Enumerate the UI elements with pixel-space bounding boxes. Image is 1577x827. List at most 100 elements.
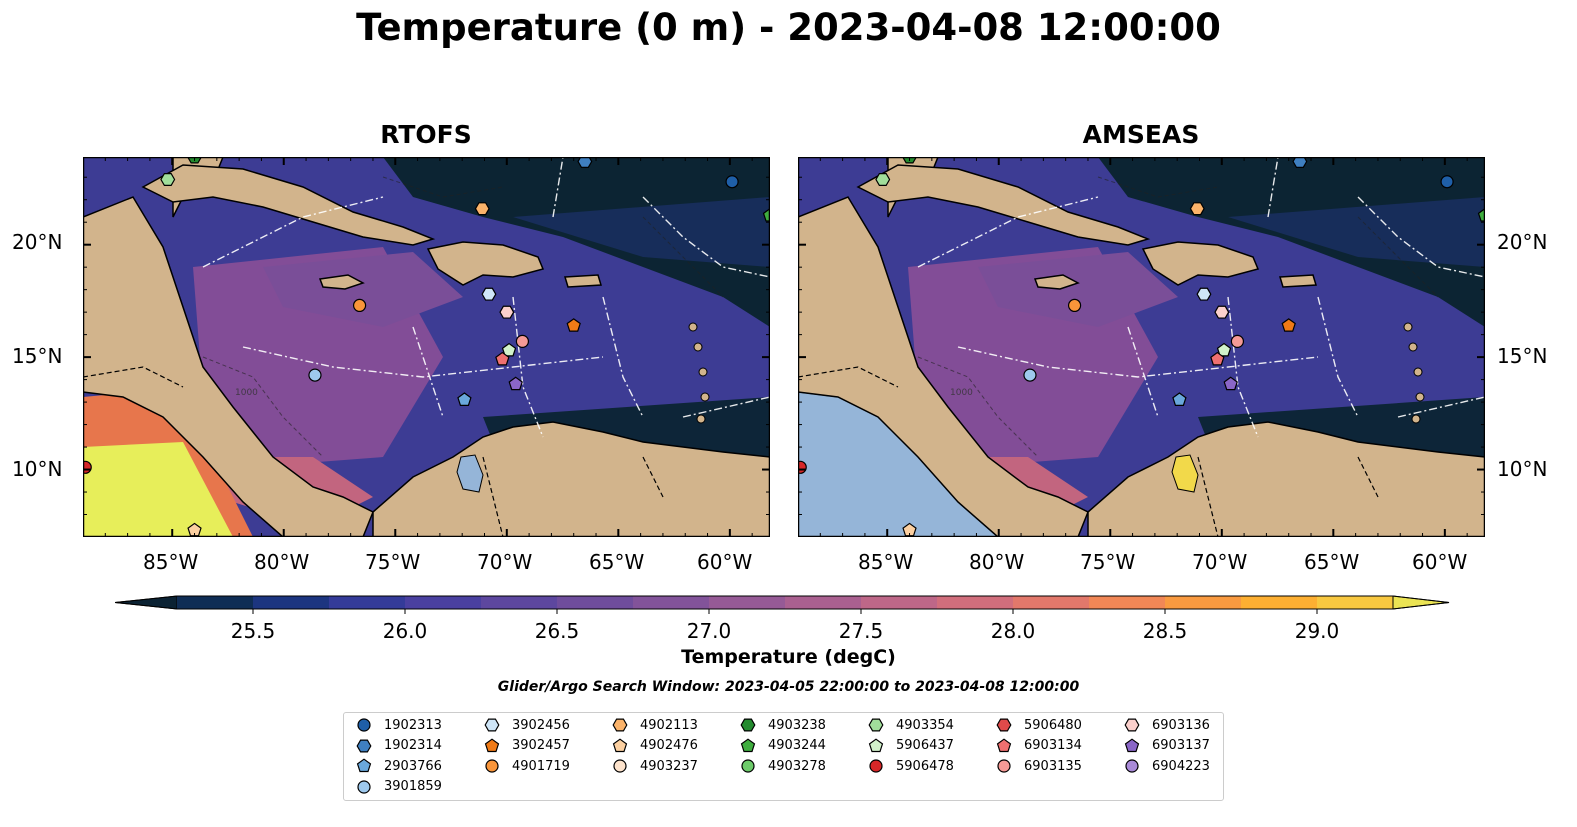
land-lesser-antilles: [688, 322, 710, 424]
legend-marker-icon: [356, 739, 372, 752]
colorbar-segment: [177, 596, 254, 609]
eez-boundaries: [202, 157, 770, 438]
platform-4901719[interactable]: [352, 298, 367, 313]
colorbar-segment: [405, 596, 482, 609]
land-cuba: [141, 164, 436, 246]
legend-item-3901859: 3901859: [356, 778, 442, 796]
legend-marker-4903354: [868, 718, 884, 732]
platform-1902313[interactable]: [1440, 175, 1454, 189]
land-hispaniola: [426, 241, 545, 286]
country-borders: [83, 366, 664, 537]
lake-maracaibo: [1171, 454, 1199, 493]
bathymetry-contours: [917, 176, 1439, 458]
sst-field-mid: [978, 252, 1178, 327]
colorbar-tick-label: 25.5: [231, 619, 276, 643]
platform-5906437[interactable]: [1216, 342, 1232, 357]
sst-field-mid: [263, 252, 463, 327]
platform-3902457[interactable]: [566, 318, 581, 332]
land-lesser-antilles: [1403, 322, 1425, 424]
colorbar-label: Temperature (degC): [681, 646, 896, 668]
lon-label-85w: 85°W: [858, 550, 914, 574]
platform-1902314[interactable]: [577, 157, 593, 168]
legend-marker-5906480: [996, 718, 1012, 732]
legend-marker-4903278: [741, 759, 755, 773]
map-panel-amseas[interactable]: 1000: [798, 157, 1485, 537]
legend-marker-icon: [356, 758, 372, 773]
platform-6903137[interactable]: [1223, 376, 1238, 391]
platform-6903136[interactable]: [1214, 305, 1230, 319]
platform-6903135[interactable]: [515, 334, 530, 348]
legend-marker-2903766: [356, 758, 372, 773]
contour-label: 1000: [950, 388, 973, 398]
colorbar-segment: [1241, 596, 1318, 609]
colorbar-segment: [1317, 596, 1394, 609]
platform-4902113[interactable]: [474, 202, 490, 216]
platform-1902313[interactable]: [725, 175, 739, 189]
lon-label-65w: 65°W: [1304, 550, 1360, 574]
map-frame: [83, 157, 770, 537]
legend-item-5906478: 5906478: [868, 757, 954, 775]
colorbar-segment: [557, 596, 634, 609]
land-jamaica: [318, 274, 365, 290]
legend-marker-icon: [869, 759, 883, 773]
platform-4902113[interactable]: [1189, 202, 1205, 216]
legend-item-5906437: 5906437: [868, 737, 954, 755]
platform-4903244[interactable]: [1477, 207, 1485, 222]
platform-3902456[interactable]: [1196, 287, 1212, 301]
platform-4901719[interactable]: [1067, 298, 1082, 313]
platform-3901859[interactable]: [308, 368, 322, 382]
land-hispaniola: [1141, 241, 1260, 286]
platform-3902457[interactable]: [1281, 318, 1296, 332]
platform-6903134[interactable]: [495, 351, 510, 366]
platform-4903354[interactable]: [160, 173, 176, 186]
legend-marker-icon: [740, 718, 756, 732]
legend-label: 6903137: [1152, 738, 1210, 753]
legend-marker-icon: [741, 759, 755, 773]
legend-label: 1902314: [384, 738, 442, 753]
legend-label: 4903238: [768, 717, 826, 733]
legend-item-4902113: 4902113: [612, 716, 698, 734]
platform-6903137[interactable]: [508, 376, 523, 391]
lon-label-80w: 80°W: [254, 550, 310, 574]
legend-item-6903137: 6903137: [1124, 737, 1210, 755]
legend-item-4903238: 4903238: [740, 716, 826, 734]
figure-title: Temperature (0 m) - 2023-04-08 12:00:00: [356, 6, 1221, 49]
lat-label-left-10n: 10°N: [12, 457, 63, 481]
platform-2903766[interactable]: [1172, 392, 1187, 406]
platform-1902314[interactable]: [1292, 157, 1308, 168]
platform-5906437[interactable]: [501, 342, 517, 357]
sst-field-cool: [513, 197, 770, 267]
platform-3901859[interactable]: [1023, 368, 1037, 382]
legend-label: 4903237: [640, 758, 698, 774]
colorbar-segment: [253, 596, 330, 609]
platform-4903354[interactable]: [875, 173, 891, 186]
legend-item-6904223: 6904223: [1124, 757, 1210, 775]
map-panel-rtofs[interactable]: 1000: [83, 157, 770, 537]
colorbar-segment: [937, 596, 1014, 609]
platform-2903766[interactable]: [457, 392, 472, 406]
colorbar-segment: [329, 596, 406, 609]
legend-item-5906480: 5906480: [996, 716, 1082, 734]
legend-label: 4902113: [640, 717, 698, 733]
colorbar-segment: [481, 596, 558, 609]
legend-marker-icon: [996, 718, 1012, 732]
platform-3902456[interactable]: [481, 287, 497, 301]
legend-marker-4902113: [612, 718, 628, 732]
legend-marker-icon: [357, 779, 371, 794]
platform-4903244[interactable]: [762, 207, 770, 222]
platform-6903136[interactable]: [499, 305, 515, 319]
colorbar-segment: [1013, 596, 1090, 609]
platform-6903134[interactable]: [1210, 351, 1225, 366]
legend-marker-1902313: [357, 718, 371, 732]
platform-6903135[interactable]: [1230, 334, 1245, 348]
legend-label: 2903766: [384, 758, 442, 774]
platform-markers-amseas[interactable]: [798, 157, 1485, 537]
sst-field-cold-atlantic: [1098, 157, 1485, 327]
legend: 1902313 1902314 2903766 3901859 3902456 39024…: [343, 712, 1224, 801]
lon-label-85w: 85°W: [143, 550, 199, 574]
colorbar-tick-label: 29.0: [1295, 619, 1340, 643]
eez-boundaries: [917, 157, 1485, 438]
legend-label: 4903244: [768, 738, 826, 753]
legend-marker-icon: [740, 737, 756, 752]
legend-marker-3901859: [357, 779, 371, 794]
